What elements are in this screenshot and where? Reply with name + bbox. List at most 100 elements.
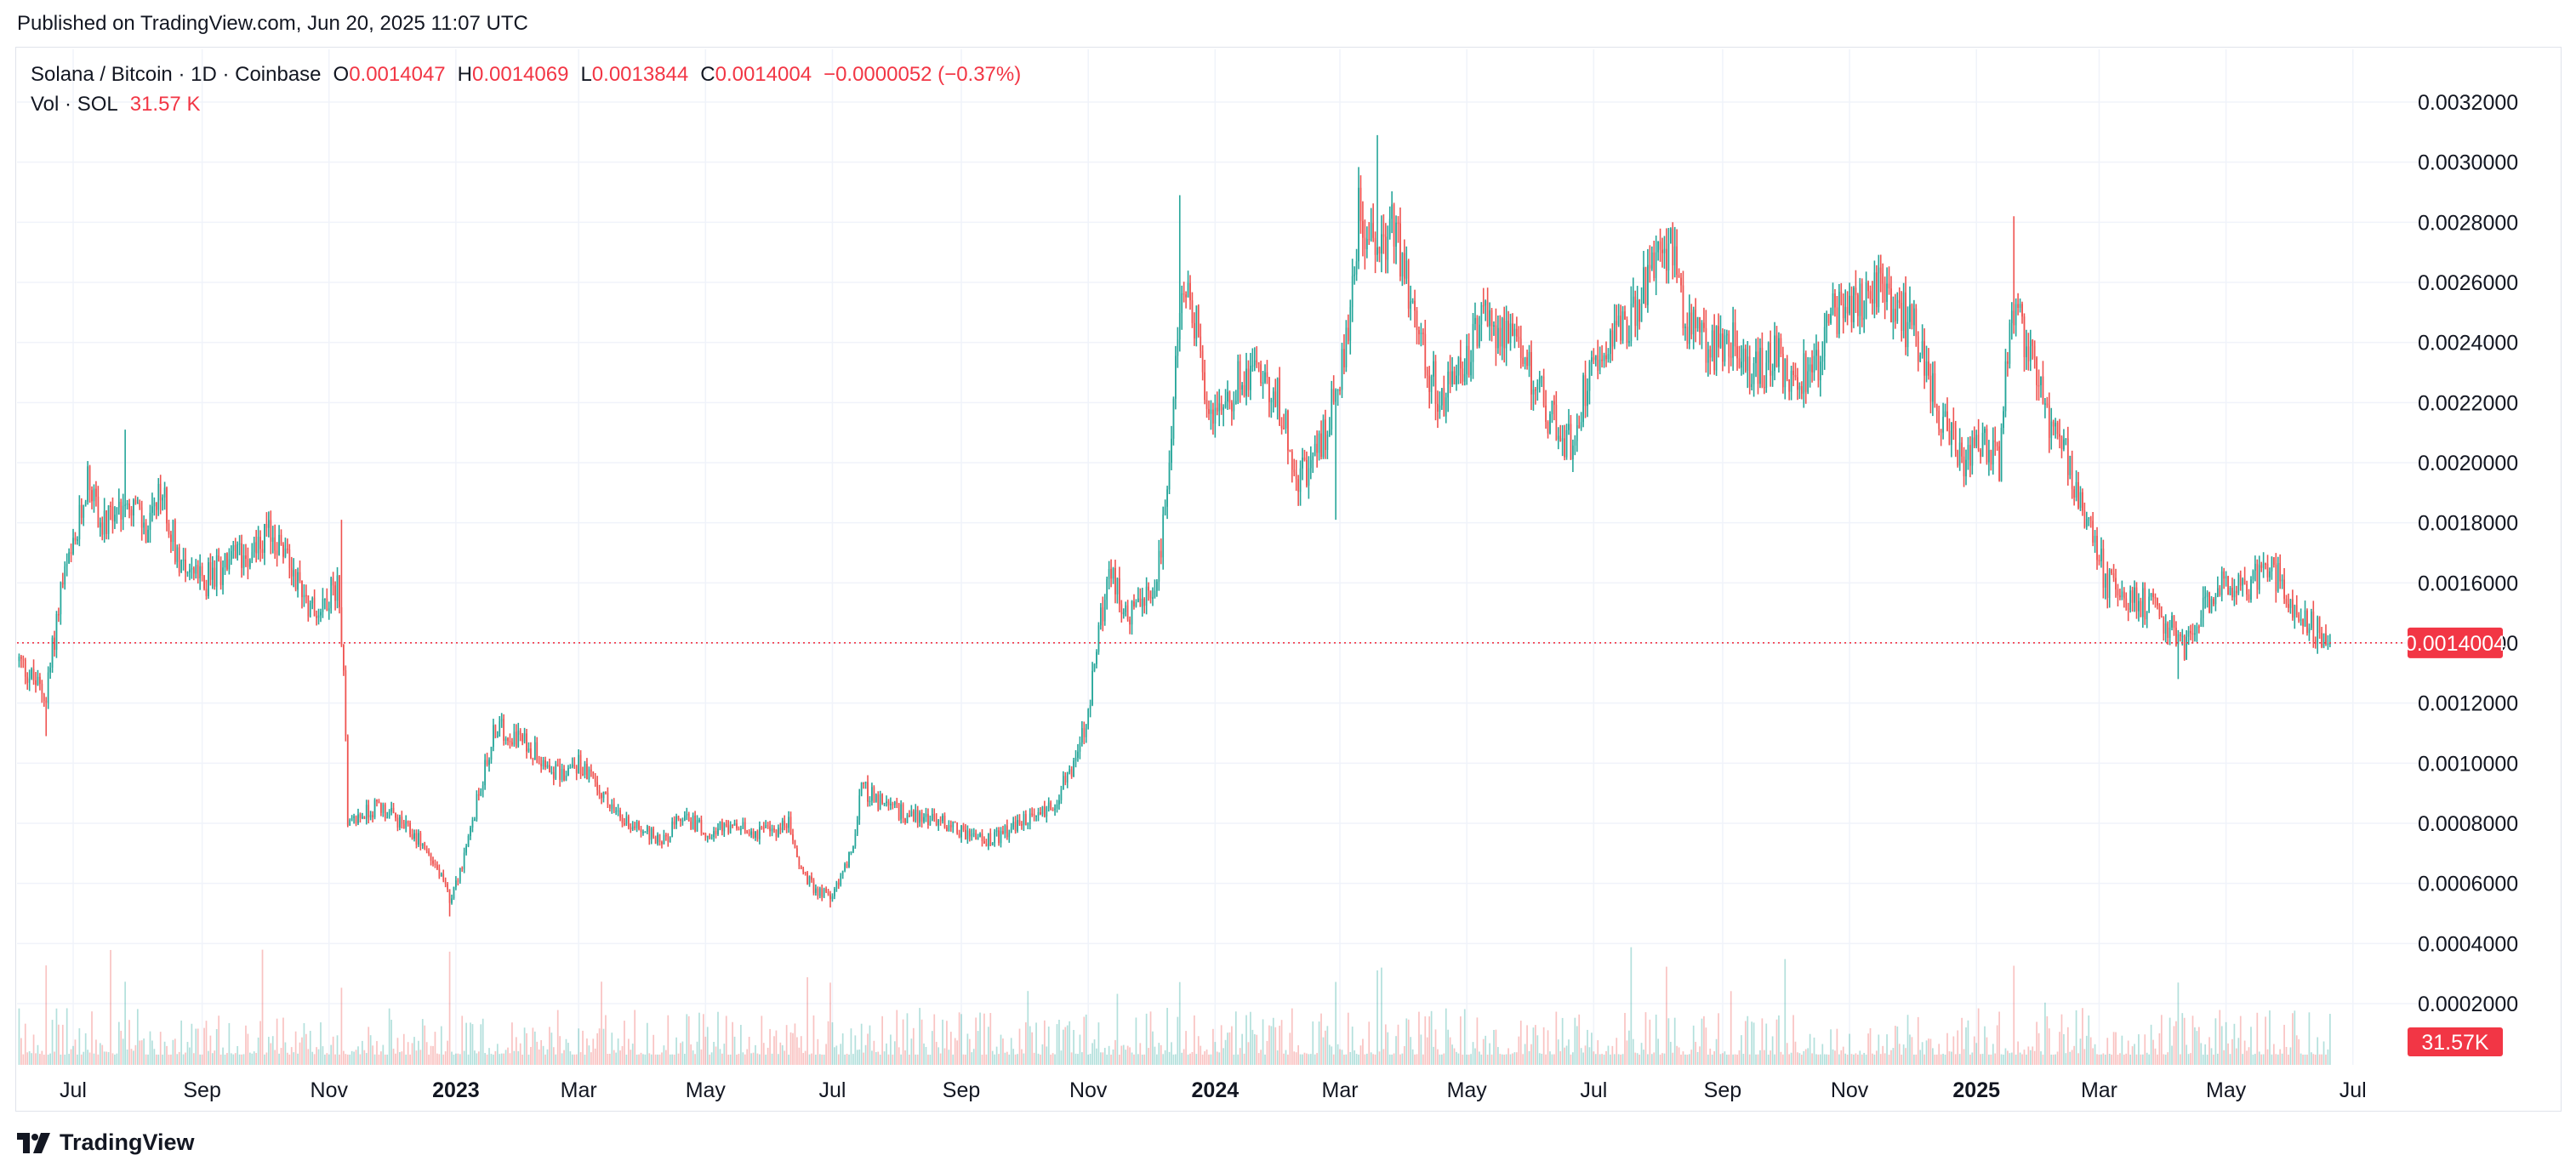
volume-bar [1178,981,1181,1065]
candlestick-chart[interactable]: 0.00320000.00300000.00280000.00260000.00… [0,0,2576,1114]
volume-bar [270,1043,272,1065]
volume-bar [1468,1054,1470,1065]
volume-bar [638,1054,640,1065]
candle-body [686,813,688,816]
candle-body [713,831,715,838]
volume-bar [513,1050,516,1065]
candle-body [1447,371,1450,398]
candle-body [1490,310,1493,327]
candle-body [687,813,690,822]
volume-bar [2050,1054,2053,1065]
volume-bar [70,1049,72,1065]
volume-bar [346,1054,349,1065]
volume-bar [1440,1054,1443,1065]
volume-bar [1568,1039,1570,1065]
candle-body [675,816,677,825]
volume-bar [45,965,48,1065]
candle-body [2144,588,2146,620]
volume-bar [2321,1054,2322,1065]
candle-body [1472,323,1474,362]
candle-body [519,731,521,735]
candle-body [2283,579,2285,600]
volume-bar [834,1047,835,1065]
candle-body [1388,219,1391,237]
candle-body [1482,304,1485,307]
volume-bar [844,1054,846,1065]
candle-body [2141,588,2144,617]
candle-body [324,598,326,600]
volume-bar [476,1053,478,1065]
price-tick-label: 0.0022000 [2418,391,2518,415]
candle-body [1557,435,1559,440]
volume-bar [339,1054,340,1065]
volume-bar [1289,1033,1291,1065]
volume-bar [1597,1040,1599,1065]
candle-body [284,548,287,557]
candle-body [476,794,478,820]
volume-bar [1638,1054,1640,1065]
candle-body [276,550,278,555]
open-value: 0.0014047 [349,63,446,86]
volume-bar [1958,1054,1961,1065]
candle-body [817,888,819,896]
candle-body [163,487,166,498]
candle-body [1381,234,1382,254]
candle-body [2256,563,2259,590]
volume-bar [1605,1050,1607,1065]
volume-bar [451,1051,453,1065]
candle-body [1757,351,1759,384]
candle-body [1778,338,1780,367]
volume-bar [507,1047,509,1065]
volume-bar [804,1050,806,1065]
candle-body [1083,728,1086,737]
candle-body [1489,310,1490,327]
candle-body [1501,318,1503,347]
candle-body [1505,321,1507,349]
candle-body [904,818,906,823]
volume-bar [2225,1021,2227,1065]
volume-bar [1318,1021,1320,1065]
candle-body [2308,628,2311,634]
candle-body [419,833,422,846]
candle-body [241,543,242,568]
volume-bar [771,1053,773,1065]
candle-body [1137,598,1139,603]
volume-bar [37,1044,39,1065]
candle-body [1915,308,1918,337]
tradingview-logo[interactable]: TradingView [17,1129,195,1156]
candle-body [336,575,339,601]
candle-body [43,694,45,701]
candle-body [1102,607,1104,622]
candle-body [1952,422,1955,429]
candle-body [2279,562,2282,582]
volume-bar [22,1054,25,1065]
candle-body [658,834,661,842]
volume-bar [2027,1046,2030,1065]
volume-bar [573,1054,576,1065]
volume-bar [1971,1052,1974,1065]
volume-bar [486,1054,488,1065]
candle-body [1422,333,1424,334]
candle-body [2127,608,2129,611]
candle-body [303,595,305,598]
candle-body [2115,577,2117,590]
volume-bar [1755,1054,1757,1065]
candle-body [1440,388,1443,406]
candle-body [571,764,573,767]
candle-body [162,497,164,501]
candle-body [646,826,648,832]
volume-bar [66,1008,68,1065]
volume-bar [1093,1039,1096,1065]
volume-bar [1335,981,1337,1065]
volume-bar [1245,1015,1247,1065]
candle-body [952,821,955,828]
candle-body [661,841,663,845]
candle-body [991,842,994,845]
volume-bar [1879,1054,1882,1065]
candle-body [282,544,284,557]
volume-bar [2003,1055,2004,1065]
candle-body [248,560,251,567]
candle-body [55,613,58,651]
volume-bar [317,1049,320,1065]
candle-body [1116,578,1119,595]
